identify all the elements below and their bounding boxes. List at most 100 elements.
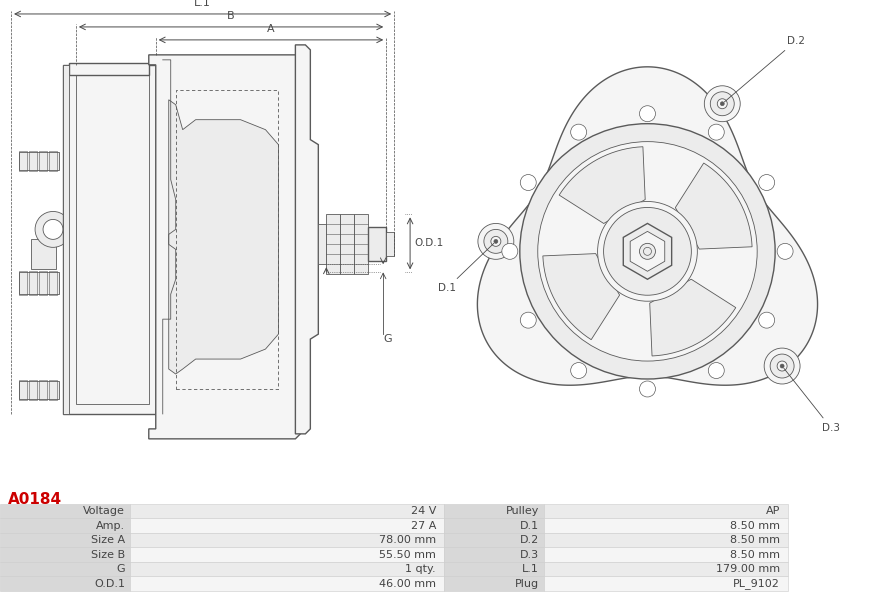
Text: PL_9102: PL_9102	[733, 578, 780, 589]
Polygon shape	[623, 224, 672, 280]
Circle shape	[43, 219, 63, 240]
Polygon shape	[559, 147, 645, 224]
Text: D.3: D.3	[784, 368, 840, 433]
Bar	[444, 576, 544, 591]
Text: AP: AP	[765, 506, 780, 516]
Text: Pulley: Pulley	[506, 506, 539, 516]
Bar	[0, 562, 130, 576]
Bar	[544, 533, 788, 547]
Circle shape	[758, 175, 774, 191]
Bar	[39, 219, 49, 240]
Bar	[0, 533, 130, 547]
Text: D.1: D.1	[520, 520, 539, 530]
Circle shape	[639, 105, 655, 122]
Circle shape	[777, 361, 787, 371]
Text: 24 V: 24 V	[411, 506, 436, 516]
Polygon shape	[295, 45, 318, 434]
Circle shape	[520, 175, 536, 191]
Bar	[130, 576, 444, 591]
Text: 8.50 mm: 8.50 mm	[730, 550, 780, 560]
Circle shape	[520, 312, 536, 328]
Polygon shape	[477, 67, 818, 385]
Text: 78.00 mm: 78.00 mm	[379, 535, 436, 545]
Circle shape	[717, 99, 727, 108]
Bar	[544, 519, 788, 533]
Circle shape	[484, 229, 508, 253]
Bar	[544, 547, 788, 562]
Bar	[76, 75, 148, 404]
Bar	[20, 381, 59, 399]
Bar	[444, 504, 544, 519]
Bar	[130, 504, 444, 519]
Text: Plug: Plug	[515, 579, 539, 589]
Bar	[354, 215, 368, 274]
Text: 8.50 mm: 8.50 mm	[730, 535, 780, 545]
Bar	[130, 533, 444, 547]
Bar	[20, 272, 59, 294]
Circle shape	[644, 247, 652, 255]
Bar	[444, 519, 544, 533]
Bar	[130, 519, 444, 533]
Bar	[49, 151, 57, 170]
Text: Size B: Size B	[91, 550, 125, 560]
Circle shape	[709, 362, 725, 378]
Circle shape	[777, 243, 793, 259]
Bar	[31, 240, 56, 269]
Circle shape	[710, 92, 734, 116]
Text: B: B	[227, 11, 235, 21]
Text: A: A	[267, 24, 275, 34]
Bar	[63, 65, 69, 414]
Text: 1 qty.: 1 qty.	[405, 564, 436, 574]
Bar	[386, 232, 394, 256]
Bar	[544, 576, 788, 591]
Bar	[20, 380, 27, 400]
Bar	[69, 63, 148, 75]
Text: O.D.1: O.D.1	[94, 579, 125, 589]
Circle shape	[704, 86, 741, 122]
Circle shape	[597, 201, 697, 301]
Text: A0184: A0184	[8, 492, 62, 507]
Text: L.1: L.1	[194, 0, 211, 8]
Bar	[544, 562, 788, 576]
Bar	[368, 228, 386, 261]
Polygon shape	[169, 100, 278, 374]
Circle shape	[604, 207, 692, 295]
Polygon shape	[630, 231, 665, 271]
Circle shape	[571, 362, 587, 378]
Bar	[20, 151, 27, 170]
Polygon shape	[148, 55, 300, 439]
Bar	[63, 65, 156, 414]
Bar	[20, 151, 59, 169]
Circle shape	[478, 224, 514, 259]
Bar	[444, 562, 544, 576]
Bar	[544, 504, 788, 519]
Bar	[340, 215, 354, 274]
Circle shape	[538, 142, 757, 361]
Text: D.3: D.3	[520, 550, 539, 560]
Text: G: G	[383, 334, 392, 344]
Circle shape	[502, 243, 517, 259]
Bar	[318, 225, 326, 264]
Text: 46.00 mm: 46.00 mm	[379, 579, 436, 589]
Text: Amp.: Amp.	[96, 520, 125, 530]
Bar	[49, 271, 57, 295]
Circle shape	[765, 348, 800, 384]
Text: G: G	[116, 564, 125, 574]
Text: 8.50 mm: 8.50 mm	[730, 520, 780, 530]
Circle shape	[491, 237, 501, 246]
Bar	[0, 576, 130, 591]
Bar	[29, 271, 37, 295]
Polygon shape	[650, 279, 736, 356]
Bar	[0, 504, 130, 519]
Circle shape	[720, 102, 725, 105]
Circle shape	[770, 354, 794, 378]
Bar	[29, 151, 37, 170]
Bar	[0, 519, 130, 533]
Bar	[0, 547, 130, 562]
Circle shape	[520, 124, 775, 379]
Text: Size A: Size A	[91, 535, 125, 545]
Bar	[39, 271, 47, 295]
Bar	[326, 215, 340, 274]
Circle shape	[758, 312, 774, 328]
Circle shape	[639, 381, 655, 397]
